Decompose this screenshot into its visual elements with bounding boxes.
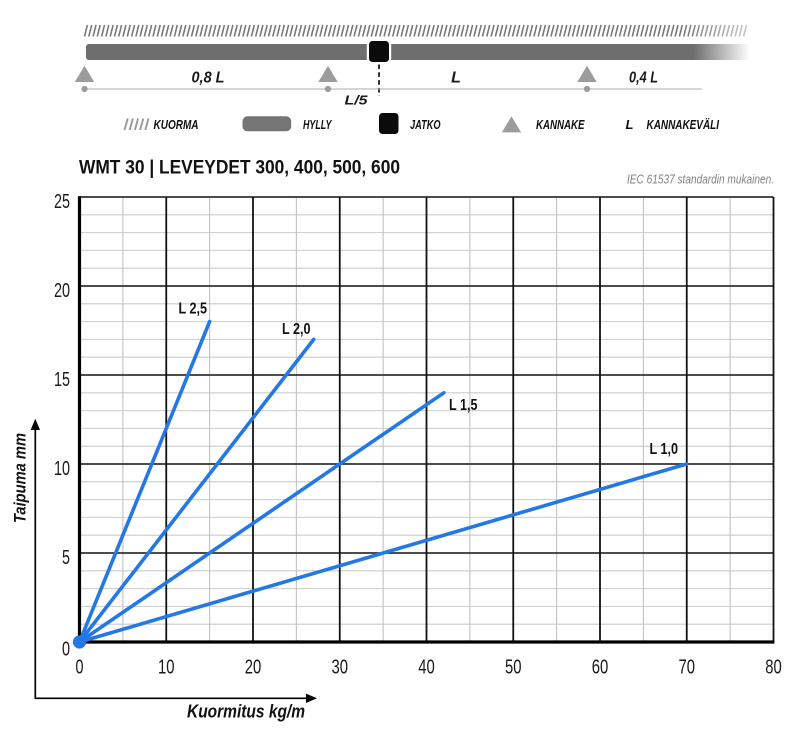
- svg-text:L: L: [451, 70, 461, 87]
- svg-text:WMT 30 | LEVEYDET 300, 400, 50: WMT 30 | LEVEYDET 300, 400, 500, 600: [79, 158, 400, 179]
- svg-text:10: 10: [54, 458, 70, 480]
- svg-text:Taipuma mm: Taipuma mm: [11, 433, 30, 523]
- svg-text:10: 10: [158, 657, 175, 679]
- svg-text:KANNAKE: KANNAKE: [536, 117, 585, 132]
- svg-text:L/5: L/5: [345, 93, 369, 108]
- svg-text:L 1,5: L 1,5: [449, 397, 478, 414]
- svg-text:50: 50: [505, 657, 522, 679]
- svg-text:HYLLY: HYLLY: [303, 117, 332, 132]
- svg-text:25: 25: [54, 191, 70, 213]
- svg-text:JATKO: JATKO: [410, 117, 441, 132]
- svg-text:60: 60: [592, 657, 609, 679]
- svg-text:20: 20: [54, 280, 70, 302]
- svg-text:IEC 61537 standardin mukainen.: IEC 61537 standardin mukainen.: [627, 173, 774, 187]
- svg-text:15: 15: [54, 369, 70, 391]
- svg-text:0: 0: [76, 657, 84, 679]
- svg-text:KUORMA: KUORMA: [154, 117, 199, 132]
- svg-text:5: 5: [62, 547, 70, 569]
- svg-text:80: 80: [765, 657, 782, 679]
- svg-text:L 2,5: L 2,5: [179, 301, 208, 318]
- svg-text:L 1,0: L 1,0: [650, 441, 679, 458]
- svg-text:0,4 L: 0,4 L: [629, 70, 658, 87]
- svg-text:70: 70: [679, 657, 696, 679]
- svg-text:L: L: [626, 117, 634, 132]
- svg-text:20: 20: [245, 657, 262, 679]
- svg-text:Kuormitus kg/m: Kuormitus kg/m: [187, 702, 305, 722]
- svg-text:0,8 L: 0,8 L: [192, 70, 225, 87]
- svg-text:0: 0: [62, 639, 70, 661]
- svg-text:30: 30: [332, 657, 349, 679]
- svg-text:L 2,0: L 2,0: [282, 321, 311, 338]
- svg-text:KANNAKEVÄLI: KANNAKEVÄLI: [647, 117, 720, 132]
- svg-text:40: 40: [418, 657, 435, 679]
